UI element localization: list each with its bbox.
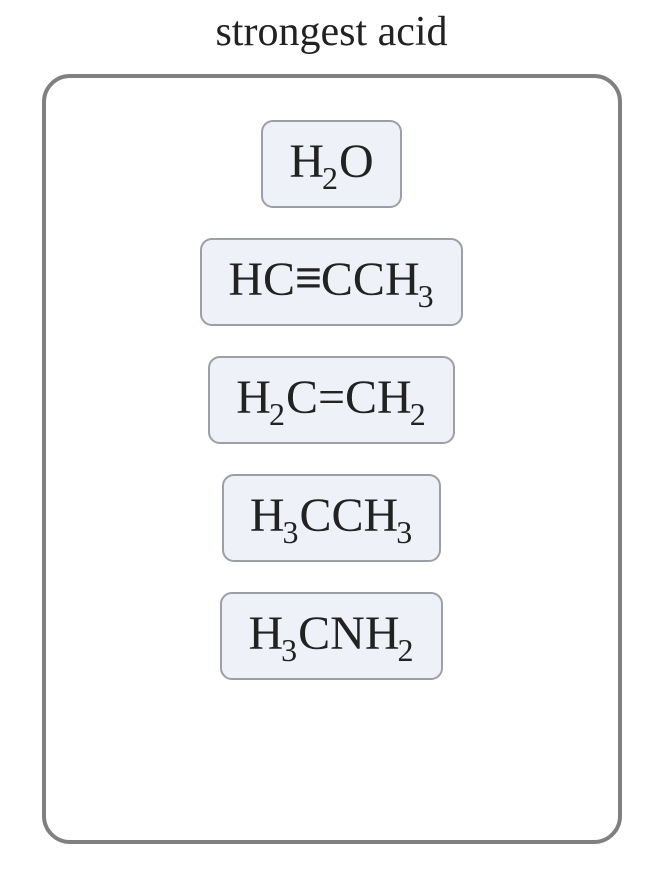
compound-card[interactable]: H3CNH2 xyxy=(220,592,442,680)
compounds-panel: H2O HC≡CCH3 H2C=CH2 H3CCH3 H3CNH2 xyxy=(42,74,622,844)
compound-card[interactable]: H2C=CH2 xyxy=(208,356,454,444)
compound-formula: H2C=CH2 xyxy=(236,374,426,422)
page-title: strongest acid xyxy=(215,8,447,56)
compound-card[interactable]: H2O xyxy=(261,120,401,208)
compound-formula: H3CNH2 xyxy=(248,610,414,658)
compound-formula: H2O xyxy=(289,138,373,186)
compound-card[interactable]: H3CCH3 xyxy=(222,474,441,562)
compound-formula: HC≡CCH3 xyxy=(228,256,434,304)
compound-formula: H3CCH3 xyxy=(250,492,413,540)
compound-card[interactable]: HC≡CCH3 xyxy=(200,238,462,326)
